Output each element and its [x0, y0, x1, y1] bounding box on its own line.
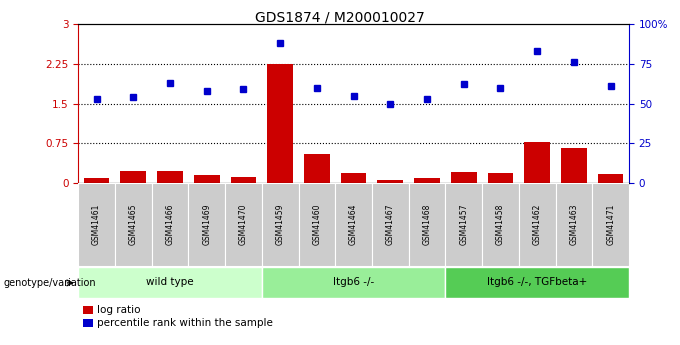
Text: GSM41469: GSM41469 — [202, 204, 211, 245]
Bar — [78, 183, 115, 266]
Bar — [115, 183, 152, 266]
Bar — [267, 64, 293, 183]
Text: GSM41464: GSM41464 — [349, 204, 358, 245]
Bar — [262, 267, 445, 298]
Bar — [482, 183, 519, 266]
Text: GSM41471: GSM41471 — [606, 204, 615, 245]
Text: GSM41461: GSM41461 — [92, 204, 101, 245]
Legend: log ratio, percentile rank within the sample: log ratio, percentile rank within the sa… — [84, 305, 273, 328]
Bar — [598, 174, 624, 183]
Bar — [414, 178, 440, 183]
Bar — [152, 183, 188, 266]
Bar — [556, 183, 592, 266]
Text: wild type: wild type — [146, 277, 194, 287]
Text: GDS1874 / M200010027: GDS1874 / M200010027 — [255, 10, 425, 24]
Text: GSM41458: GSM41458 — [496, 204, 505, 245]
Bar — [451, 172, 477, 183]
Text: GSM41467: GSM41467 — [386, 204, 395, 245]
Bar — [299, 183, 335, 266]
Bar — [78, 267, 262, 298]
Text: GSM41459: GSM41459 — [275, 204, 285, 245]
Bar — [561, 148, 587, 183]
Text: GSM41457: GSM41457 — [459, 204, 469, 245]
Bar — [524, 141, 550, 183]
Bar — [262, 183, 299, 266]
Bar — [231, 177, 256, 183]
Bar — [409, 183, 445, 266]
Bar — [188, 183, 225, 266]
Text: GSM41463: GSM41463 — [569, 204, 579, 245]
Text: GSM41470: GSM41470 — [239, 204, 248, 245]
Bar — [445, 267, 629, 298]
Bar — [377, 180, 403, 183]
Bar — [592, 183, 629, 266]
Text: genotype/variation: genotype/variation — [3, 278, 96, 288]
Bar — [519, 183, 556, 266]
Bar — [225, 183, 262, 266]
Text: GSM41465: GSM41465 — [129, 204, 138, 245]
Bar — [341, 173, 367, 183]
Text: GSM41468: GSM41468 — [422, 204, 432, 245]
Text: Itgb6 -/-, TGFbeta+: Itgb6 -/-, TGFbeta+ — [487, 277, 588, 287]
Text: GSM41460: GSM41460 — [312, 204, 322, 245]
Text: Itgb6 -/-: Itgb6 -/- — [333, 277, 374, 287]
Bar — [84, 178, 109, 183]
Bar — [304, 154, 330, 183]
Bar — [488, 173, 513, 183]
Bar — [445, 183, 482, 266]
Bar — [120, 171, 146, 183]
Bar — [157, 171, 183, 183]
Bar — [194, 175, 220, 183]
Bar — [372, 183, 409, 266]
Text: GSM41462: GSM41462 — [532, 204, 542, 245]
Bar — [335, 183, 372, 266]
Text: GSM41466: GSM41466 — [165, 204, 175, 245]
